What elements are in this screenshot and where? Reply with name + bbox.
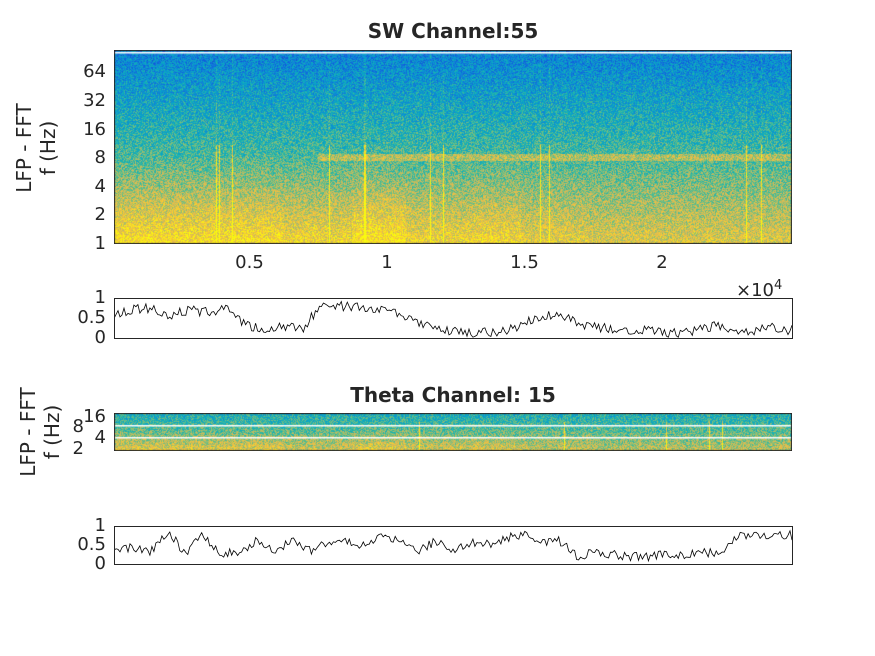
y-tick-label: 2: [72, 438, 84, 460]
y-tick-label: 8: [72, 416, 84, 438]
x-exponent-label: ×104: [736, 279, 782, 300]
theta-trace-frame: [114, 526, 793, 565]
y-tick-label: 16: [83, 118, 106, 140]
theta-spectrogram: [114, 413, 792, 451]
y-tick-label: 1: [94, 287, 106, 308]
y-tick-label: 8: [94, 147, 106, 169]
sw-spectrogram: [114, 50, 792, 244]
trace-line: [114, 300, 792, 338]
y-tick-label: 0: [94, 327, 106, 348]
y-tick-label: 1: [94, 233, 106, 254]
y-tick-label: 1: [94, 515, 106, 536]
sw-trace-frame: [114, 298, 793, 339]
y-tick-label: 32: [83, 90, 106, 111]
sw-title: SW Channel:55: [367, 19, 539, 43]
y-tick-label: 0.5: [77, 307, 106, 328]
theta-ylabel: LFP - FFT f (Hz): [16, 387, 64, 477]
y-tick-label: 64: [83, 61, 106, 83]
x-tick-label: 2: [656, 252, 668, 273]
ylabel-line2: f (Hz): [40, 404, 64, 460]
theta-trace: [114, 529, 792, 563]
y-tick-label: 16: [83, 405, 106, 427]
trace-line: [114, 529, 792, 563]
y-tick-label: 2: [94, 204, 106, 226]
y-tick-label: 4: [94, 427, 106, 449]
x-tick-label: 0.5: [235, 252, 264, 273]
ylabel-line1: LFP - FFT: [12, 103, 36, 193]
sw-trace: [114, 298, 792, 338]
ylabel-line1: LFP - FFT: [16, 387, 40, 477]
theta-title: Theta Channel: 15: [350, 383, 556, 407]
x-tick-label: 1: [381, 252, 393, 273]
y-tick-label: 4: [94, 175, 106, 197]
ylabel-line2: f (Hz): [36, 120, 60, 176]
y-tick-label: 0: [94, 553, 106, 574]
y-tick-label: 0.5: [77, 534, 106, 555]
x-tick-label: 1.5: [510, 252, 539, 273]
sw-ylabel: LFP - FFT f (Hz): [12, 103, 60, 193]
exp-base: ×10: [736, 280, 774, 301]
exp-power: 4: [774, 278, 783, 293]
